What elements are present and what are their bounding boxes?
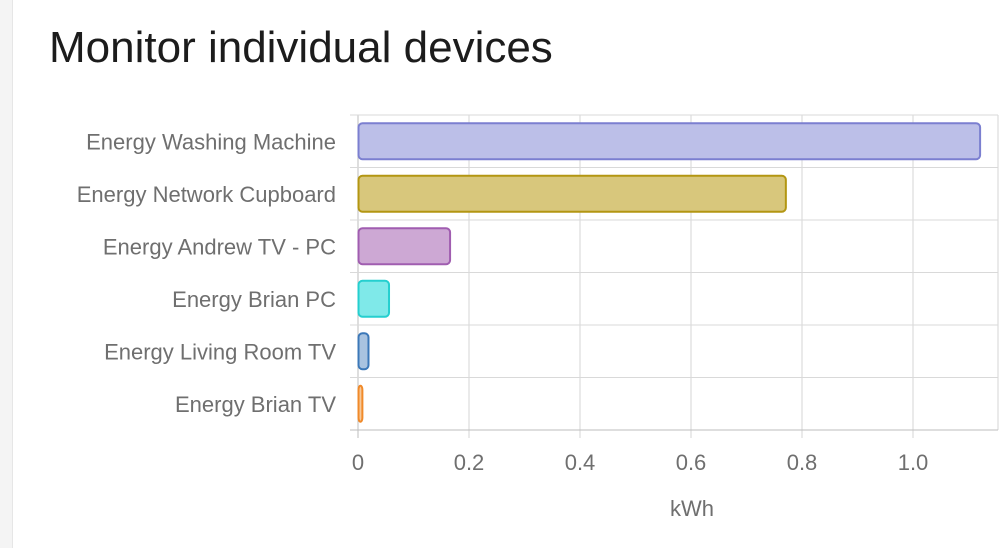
- category-label: Energy Brian PC: [172, 287, 336, 312]
- x-axis-ticks: 0 0.2 0.4 0.6 0.8 1.0: [352, 450, 928, 475]
- category-label: Energy Living Room TV: [104, 339, 336, 364]
- x-tick-label: 0.2: [454, 450, 485, 475]
- bar-energy-brian-tv[interactable]: [357, 384, 364, 423]
- bar-energy-andrew-tv-pc[interactable]: [357, 227, 452, 266]
- x-tick-label: 0.6: [676, 450, 707, 475]
- sidebar-edge: [0, 0, 13, 548]
- card-title: Monitor individual devices: [49, 23, 553, 72]
- bars: [357, 122, 982, 423]
- x-axis-title: kWh: [670, 496, 714, 521]
- bar-energy-network-cupboard[interactable]: [357, 174, 787, 213]
- category-label: Energy Washing Machine: [86, 129, 336, 154]
- category-label: Energy Network Cupboard: [77, 182, 336, 207]
- grid-lines: [350, 114, 999, 438]
- chart-card: [13, 0, 1000, 548]
- bar-energy-living-room-tv[interactable]: [357, 332, 370, 371]
- category-label: Energy Andrew TV - PC: [103, 234, 336, 259]
- category-label: Energy Brian TV: [175, 392, 336, 417]
- x-tick-label: 0.8: [787, 450, 818, 475]
- bar-energy-washing-machine[interactable]: [357, 122, 982, 161]
- category-labels: Energy Washing Machine Energy Network Cup…: [77, 129, 337, 417]
- x-tick-label: 0.4: [565, 450, 596, 475]
- x-tick-label: 1.0: [898, 450, 929, 475]
- x-tick-label: 0: [352, 450, 364, 475]
- bar-energy-brian-pc[interactable]: [357, 279, 391, 318]
